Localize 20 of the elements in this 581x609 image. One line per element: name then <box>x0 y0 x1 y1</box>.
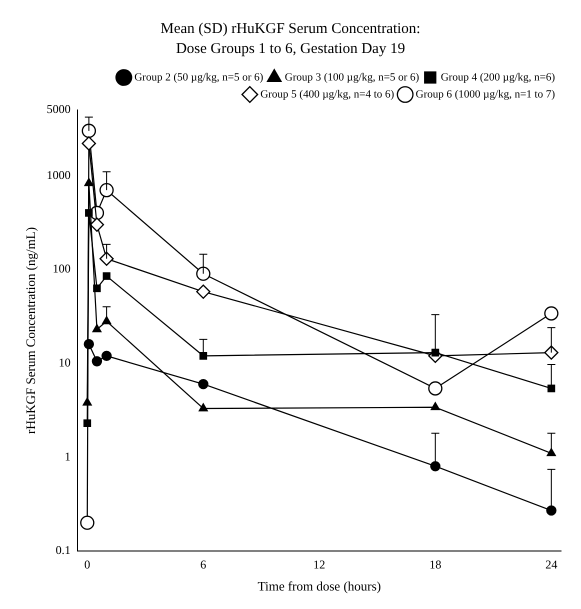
legend-label: Group 3 (100 µg/kg, n=5 or 6) <box>284 71 420 84</box>
y-axis-title: rHuKGF Serum Concentration (ng/mL) <box>23 227 38 434</box>
legend-label: Group 5 (400 µg/kg, n=4 to 6) <box>260 88 394 100</box>
y-tick-label: 5000 <box>46 102 71 116</box>
y-tick-label: 10 <box>58 355 71 370</box>
legend-label: Group 2 (50 µg/kg, n=5 or 6) <box>134 71 264 84</box>
y-tick-label: 100 <box>52 262 71 276</box>
x-tick-label: 12 <box>313 557 326 572</box>
legend-label: Group 6 (1000 µg/kg, n=1 to 7) <box>416 88 556 100</box>
y-tick-label: 1 <box>64 449 71 464</box>
legend-label: Group 4 (200 µg/kg, n=6) <box>440 71 556 84</box>
y-tick-label: 1000 <box>46 168 71 182</box>
chart-title: Mean (SD) rHuKGF Serum Concentration: <box>160 20 420 37</box>
x-tick-label: 18 <box>429 557 442 572</box>
x-tick-label: 6 <box>200 557 206 572</box>
chart-subtitle: Dose Groups 1 to 6, Gestation Day 19 <box>176 40 406 57</box>
x-tick-label: 0 <box>84 557 90 572</box>
x-tick-label: 24 <box>545 557 558 572</box>
x-axis-title: Time from dose (hours) <box>258 578 381 594</box>
y-tick-label: 0.1 <box>56 543 71 558</box>
